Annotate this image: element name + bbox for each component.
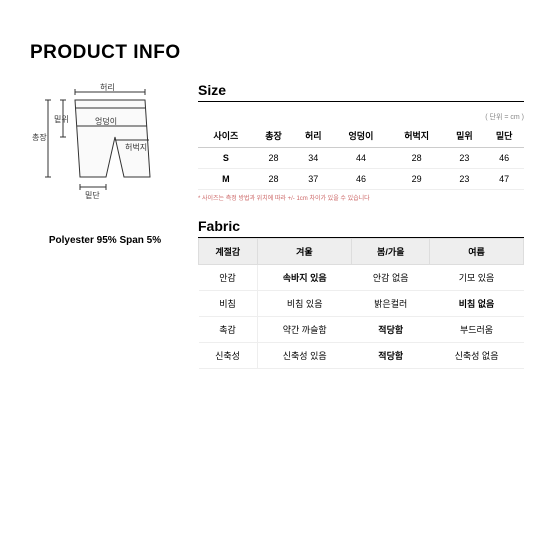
label-hip: 엉덩이 xyxy=(95,116,117,126)
size-heading: Size xyxy=(198,82,524,102)
fabric-row: 안감속바지 있음안감 없음기모 있음 xyxy=(199,265,524,291)
fabric-row: 촉감약간 까슬함적당함부드러움 xyxy=(199,317,524,343)
size-note: * 사이즈는 측정 방법과 위치에 따라 +/- 1cm 차이가 있을 수 있습… xyxy=(198,193,524,202)
size-unit: ( 단위 = cm ) xyxy=(485,114,524,121)
material-text: Polyester 95% Span 5% xyxy=(30,235,180,246)
size-header: 허벅지 xyxy=(389,124,445,148)
fabric-heading: Fabric xyxy=(198,218,524,238)
fabric-table: 계절감겨울봄/가을여름안감속바지 있음안감 없음기모 있음비침비침 있음밝은컬러… xyxy=(198,238,524,369)
size-header: 밑단 xyxy=(484,124,524,148)
size-header: 밑위 xyxy=(445,124,485,148)
page-title: PRODUCT INFO xyxy=(30,42,524,64)
label-rise: 밑위 xyxy=(54,114,69,124)
label-length: 총장 xyxy=(32,132,47,142)
size-header: 사이즈 xyxy=(198,124,254,148)
fabric-row: 신축성신축성 있음적당함신축성 없음 xyxy=(199,343,524,369)
size-header: 허리 xyxy=(293,124,333,148)
size-header: 총장 xyxy=(254,124,294,148)
label-waist: 허리 xyxy=(100,83,115,92)
label-thigh: 허벅지 xyxy=(125,142,147,152)
label-hem: 밑단 xyxy=(85,190,100,200)
size-row: S283444282346 xyxy=(198,148,524,169)
size-row: M283746292347 xyxy=(198,169,524,190)
size-table: 사이즈총장허리엉덩이허벅지밑위밑단 S283444282346M28374629… xyxy=(198,124,524,190)
size-header: 엉덩이 xyxy=(333,124,389,148)
garment-diagram: 허리 엉덩이 허벅지 밑위 총장 밑단 xyxy=(30,82,180,222)
fabric-row: 비침비침 있음밝은컬러비침 없음 xyxy=(199,291,524,317)
